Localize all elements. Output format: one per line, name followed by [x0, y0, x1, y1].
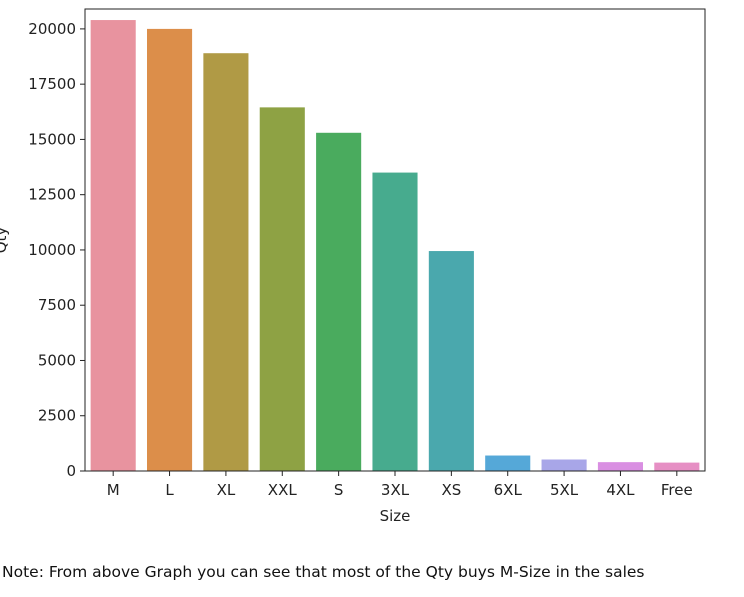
plot-frame: [84, 8, 706, 472]
bar-l: [147, 28, 193, 471]
x-axis-label: Size: [380, 507, 411, 525]
bar-5xl: [541, 459, 587, 471]
x-tick-label: 4XL: [606, 481, 635, 499]
bar-6xl: [485, 455, 531, 471]
y-tick-label: 17500: [28, 75, 76, 93]
x-tick-label: L: [165, 481, 174, 499]
x-tick-label: 5XL: [550, 481, 579, 499]
x-tick-label: 6XL: [494, 481, 523, 499]
y-tick-label: 0: [66, 462, 76, 480]
y-tick-label: 7500: [38, 296, 76, 314]
y-tick-label: 12500: [28, 186, 76, 204]
x-tick-label: XXL: [268, 481, 298, 499]
bar-xxl: [259, 107, 305, 472]
x-tick-label: XS: [441, 481, 461, 499]
y-tick-label: 5000: [38, 351, 76, 369]
x-tick-label: M: [107, 481, 120, 499]
bar-4xl: [597, 462, 643, 471]
y-axis-label: Qty: [0, 227, 10, 254]
bar-xl: [203, 53, 249, 472]
x-tick-label: XL: [217, 481, 236, 499]
bar-3xl: [372, 172, 418, 471]
y-tick-label: 15000: [28, 130, 76, 148]
note-text: Note: From above Graph you can see that …: [2, 563, 645, 581]
bar-xs: [428, 251, 474, 471]
bars-group: [90, 20, 700, 472]
x-axis-ticks: M L XL XXL S 3XL XS 6XL 5XL 4XL Free: [107, 471, 693, 499]
y-tick-label: 20000: [28, 20, 76, 38]
x-tick-label: 3XL: [381, 481, 410, 499]
x-tick-label: S: [334, 481, 344, 499]
bar-m: [90, 20, 136, 471]
bar-chart: 0 2500 5000 7500 10000 12500 15000 17500 20000 M…: [0, 8, 706, 525]
bar-free: [654, 462, 700, 471]
y-tick-label: 2500: [38, 407, 76, 425]
y-axis-ticks: 0 2500 5000 7500 10000 12500 15000 17500 20000: [28, 20, 85, 480]
bar-s: [316, 132, 362, 471]
y-tick-label: 10000: [28, 241, 76, 259]
x-tick-label: Free: [661, 481, 693, 499]
